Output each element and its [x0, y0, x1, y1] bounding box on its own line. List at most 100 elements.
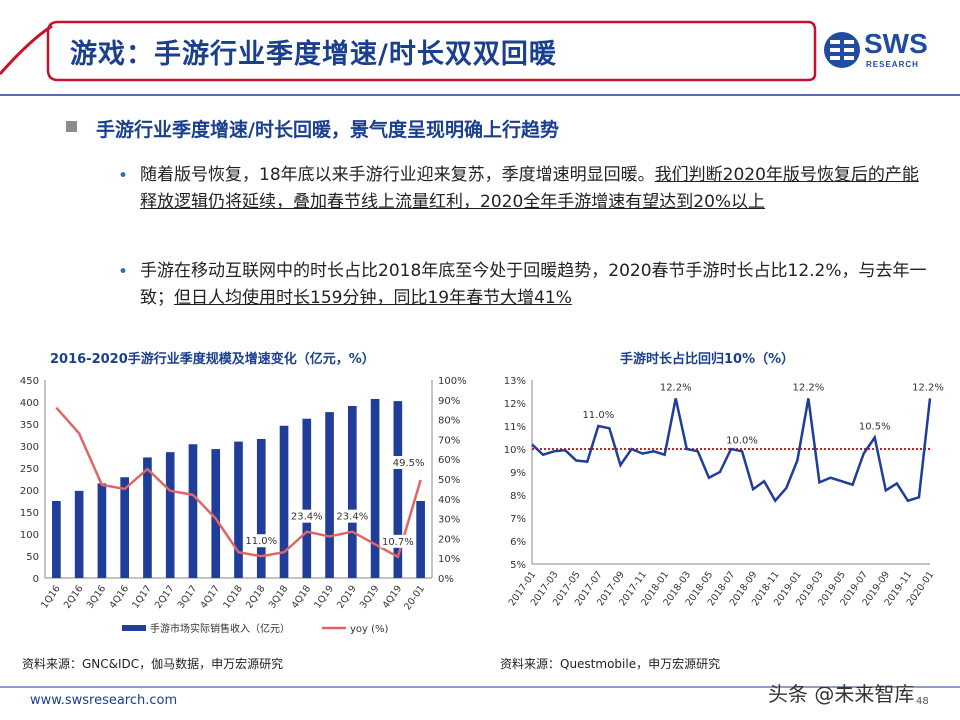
- page-number: 48: [916, 696, 929, 707]
- page-title: 游戏：手游行业季度增速/时长双双回暖: [70, 39, 557, 70]
- x-tick-label: 2Q18: [244, 583, 268, 610]
- data-label: 12.2%: [912, 382, 944, 393]
- x-tick-label: 4Q16: [107, 583, 131, 610]
- y-tick-label: 12%: [504, 399, 526, 410]
- bar: [143, 457, 152, 578]
- right-tick-label: 60%: [438, 455, 460, 466]
- y-tick-label: 10%: [504, 445, 526, 456]
- logo-text: SWS: [864, 28, 928, 59]
- bar: [234, 441, 243, 578]
- logo-mark-icon: [824, 32, 860, 68]
- y-tick-label: 13%: [504, 376, 526, 387]
- slide-header: 游戏：手游行业季度增速/时长双双回暖 SWS RESEARCH: [0, 0, 960, 96]
- left-tick-label: 450: [20, 376, 39, 387]
- bar: [256, 438, 266, 578]
- chart-1-revenue-yoy: 0 50 100 150 200 250 300 350 400 450 0% 10% 20% 30% 40…: [20, 376, 467, 635]
- right-tick-label: 10%: [438, 554, 460, 565]
- data-label: 12.2%: [660, 382, 692, 393]
- time-share-line: [531, 398, 932, 503]
- bullet-dot-icon: •: [118, 262, 129, 282]
- watermark-text: 头条 @未来智库: [768, 682, 915, 706]
- data-label-bg: [289, 509, 325, 523]
- data-label-bg: [243, 534, 279, 548]
- left-tick-label: 50: [26, 552, 39, 563]
- bar: [416, 501, 425, 578]
- bullet-paragraph-1: 随着版号恢复，18年底以来手游行业迎来复苏，季度增速明显回暖。我们判断2020年…: [140, 162, 930, 216]
- right-tick-label: 70%: [438, 435, 460, 446]
- chart-2-time-share: 5%6%7%8%9%10%11%12%13%2017-012017-032017…: [504, 376, 944, 608]
- footer-url: www.swsresearch.com: [30, 693, 178, 708]
- right-tick-label: 100%: [438, 376, 467, 387]
- right-tick-label: 40%: [438, 495, 460, 506]
- y-tick-label: 6%: [510, 537, 526, 548]
- bullet-dot-icon: •: [118, 166, 129, 186]
- x-tick-label: 2Q16: [62, 583, 86, 610]
- x-tick-label: 1Q19: [312, 583, 336, 610]
- left-tick-label: 0: [33, 574, 39, 585]
- data-label: 12.2%: [792, 382, 824, 393]
- yoy-line: [55, 406, 422, 559]
- x-tick-label: 4Q18: [290, 583, 314, 610]
- left-tick-label: 400: [20, 398, 39, 409]
- bar: [393, 401, 403, 578]
- legend-bar-swatch: [122, 625, 146, 631]
- sws-logo: SWS RESEARCH: [822, 26, 942, 74]
- section-heading: 手游行业季度增速/时长回暖，景气度呈现明确上行趋势: [96, 119, 559, 141]
- data-label-bg: [380, 534, 416, 548]
- data-label: 11.0%: [245, 536, 277, 547]
- y-tick-label: 5%: [510, 560, 526, 571]
- y-tick-label: 8%: [510, 491, 526, 502]
- right-tick-label: 0%: [438, 574, 454, 585]
- bar: [370, 398, 380, 578]
- x-tick-label: 3Q16: [85, 583, 109, 610]
- x-tick-label: 20-01: [402, 583, 427, 612]
- x-tick-label: 2Q19: [335, 583, 359, 610]
- data-label-bg: [391, 455, 427, 469]
- data-label: 10.0%: [726, 435, 758, 446]
- chart-2-source: 资料来源：Questmobile，申万宏源研究: [500, 657, 721, 671]
- bar: [279, 425, 289, 578]
- data-label: 10.5%: [859, 422, 891, 433]
- header-decoration: [0, 20, 960, 96]
- bullet-1-plain: 随着版号恢复，18年底以来手游行业迎来复苏，季度增速明显回暖。: [140, 165, 655, 185]
- right-tick-label: 80%: [438, 416, 460, 427]
- x-tick-label: 1Q17: [130, 583, 154, 610]
- bar: [120, 477, 130, 578]
- data-label-bg: [334, 509, 370, 523]
- bar: [188, 444, 198, 578]
- data-label: 10.7%: [382, 537, 414, 548]
- right-tick-label: 20%: [438, 534, 460, 545]
- bullet-1-underlined: 我们判断2020年版号恢复后的产能释放逻辑仍将延续，叠加春节线上流量红利，202…: [140, 165, 919, 212]
- data-label: 23.4%: [336, 512, 368, 523]
- x-tick-label: 3Q19: [358, 583, 382, 610]
- data-label: 49.5%: [393, 458, 425, 469]
- x-tick-label: 4Q17: [198, 583, 222, 610]
- left-tick-label: 300: [20, 442, 39, 453]
- left-tick-label: 100: [20, 530, 39, 541]
- chart-1-source: 资料来源：GNC&IDC，伽马数据，申万宏源研究: [22, 657, 284, 671]
- left-tick-label: 200: [20, 486, 39, 497]
- right-tick-label: 30%: [438, 515, 460, 526]
- x-tick-label: 4Q19: [381, 583, 405, 610]
- legend-bar-label: 手游市场实际销售收入（亿元）: [150, 622, 290, 635]
- left-tick-label: 250: [20, 464, 39, 475]
- bar: [165, 452, 175, 578]
- x-tick-label: 3Q18: [267, 583, 291, 610]
- section-square-icon: [66, 121, 77, 132]
- bar: [347, 405, 357, 578]
- bar: [74, 490, 84, 578]
- footer-line: [0, 686, 960, 688]
- bar: [211, 449, 221, 578]
- y-tick-label: 11%: [504, 422, 526, 433]
- left-tick-label: 150: [20, 508, 39, 519]
- logo-subtext: RESEARCH: [866, 60, 919, 69]
- chart-1-title: 2016-2020手游行业季度规模及增速变化（亿元，%）: [50, 352, 375, 367]
- x-tick-label: 3Q17: [176, 583, 200, 610]
- left-tick-label: 350: [20, 420, 39, 431]
- y-tick-label: 7%: [510, 514, 526, 525]
- bar: [52, 501, 61, 578]
- x-tick-label: 1Q16: [39, 583, 63, 610]
- y-tick-label: 9%: [510, 468, 526, 479]
- right-tick-label: 90%: [438, 396, 460, 407]
- right-tick-label: 50%: [438, 475, 460, 486]
